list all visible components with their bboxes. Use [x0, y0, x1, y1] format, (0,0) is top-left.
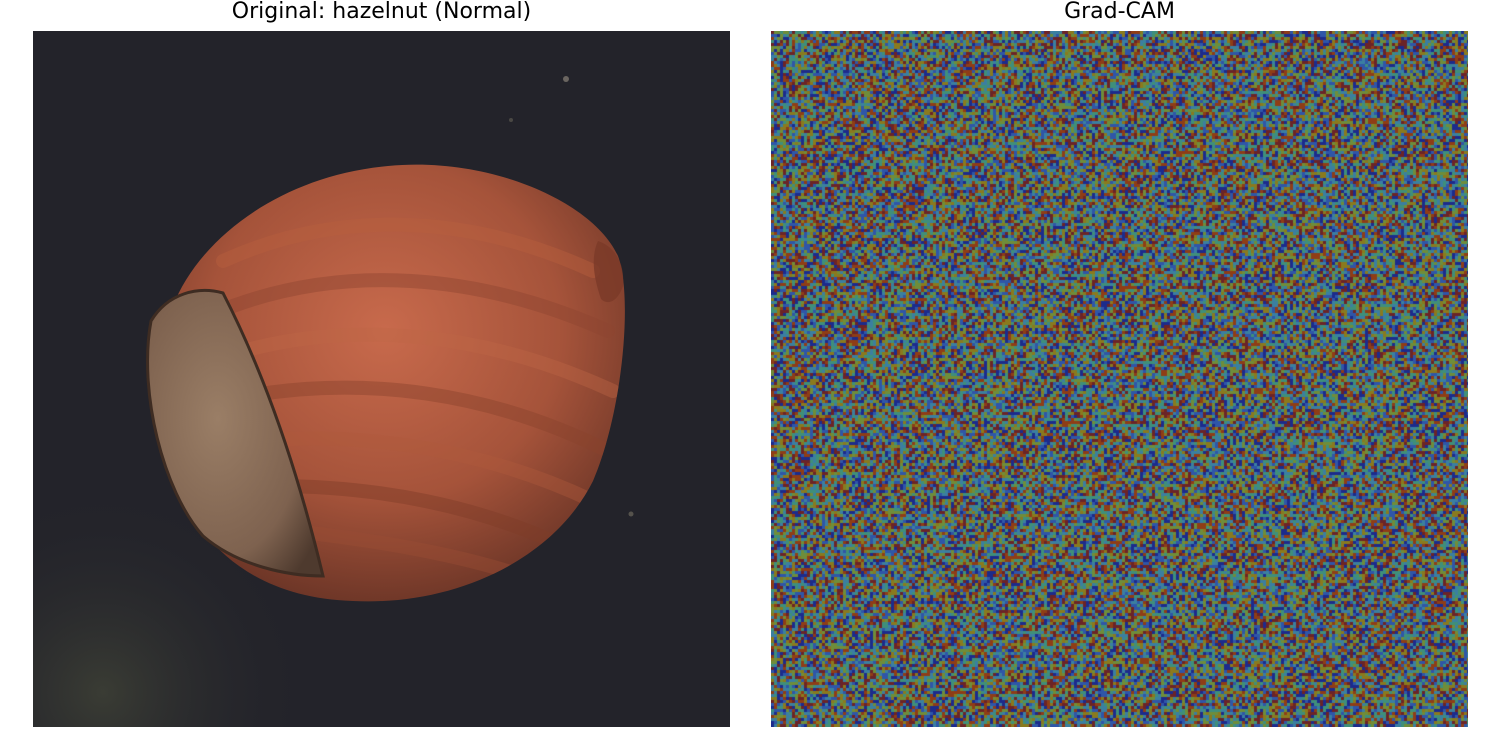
original-image — [33, 31, 730, 727]
hazelnut-tip — [593, 241, 624, 303]
gradcam-noise-canvas — [771, 31, 1468, 727]
dust-speck — [563, 76, 569, 82]
gradcam-heatmap — [771, 31, 1468, 727]
hazelnut-cap — [146, 289, 325, 578]
gradcam-title: Grad-CAM — [1064, 0, 1175, 24]
dust-speck — [628, 511, 634, 517]
dust-speck — [509, 118, 513, 122]
original-image-title: Original: hazelnut (Normal) — [231, 0, 532, 24]
shell-stripes — [216, 217, 620, 583]
hazelnut-photo — [33, 31, 730, 727]
